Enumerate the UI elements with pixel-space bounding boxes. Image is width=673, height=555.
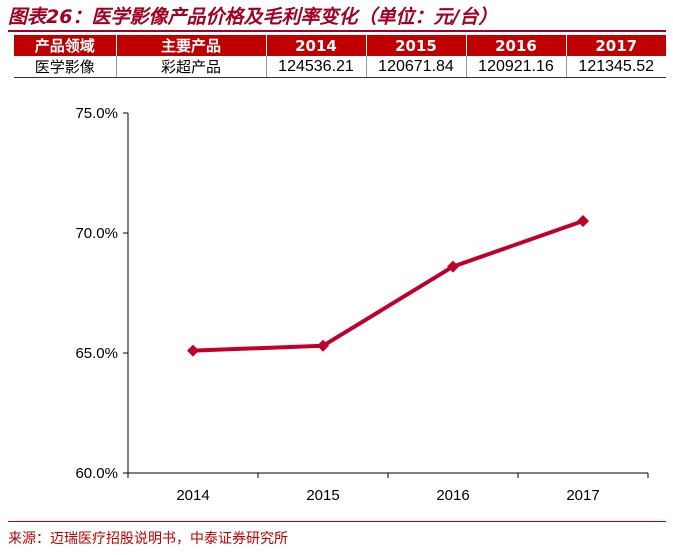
table-header-cell: 2016 xyxy=(466,35,567,56)
table-row: 医学影像 彩超产品 124536.21 120671.84 120921.16 … xyxy=(14,56,666,78)
x-tick-label: 2014 xyxy=(176,487,209,504)
x-tick-label: 2015 xyxy=(306,487,339,504)
x-tick-label: 2017 xyxy=(566,487,599,504)
table-header-cell: 2014 xyxy=(266,35,367,56)
footer-divider xyxy=(8,521,666,522)
y-tick-label: 60.0% xyxy=(75,465,118,482)
table-header-row: 产品领域 主要产品 2014 2015 2016 2017 xyxy=(14,35,666,56)
title-underline xyxy=(8,30,666,32)
x-tick-label: 2016 xyxy=(436,487,469,504)
table-cell: 医学影像 xyxy=(14,56,117,78)
data-point-marker xyxy=(447,260,459,273)
table-cell: 120921.16 xyxy=(466,56,567,78)
margin-line-chart: 60.0% 65.0% 70.0% 75.0% 2014 2015 2016 2017 xyxy=(75,105,649,504)
y-tick-label: 70.0% xyxy=(75,225,118,242)
chart-axes xyxy=(127,113,648,474)
table-header-cell: 2015 xyxy=(366,35,467,56)
table-header-cell: 产品领域 xyxy=(14,35,117,56)
table-header-cell: 2017 xyxy=(566,35,666,56)
series-line xyxy=(192,219,584,353)
table-cell: 121345.52 xyxy=(566,56,666,78)
chart-series xyxy=(187,215,589,357)
figure-title: 图表26：医学影像产品价格及毛利率变化（单位：元/台） xyxy=(8,6,498,28)
data-point-marker xyxy=(577,215,589,227)
data-point-marker xyxy=(187,344,199,357)
table-cell: 124536.21 xyxy=(266,56,367,78)
table-header-cell: 主要产品 xyxy=(116,35,267,56)
table-cell: 彩超产品 xyxy=(116,56,267,78)
y-tick-label: 75.0% xyxy=(75,105,118,122)
chart-ticks: 60.0% 65.0% 70.0% 75.0% 2014 2015 2016 2017 xyxy=(75,105,649,504)
table-cell: 120671.84 xyxy=(366,56,467,78)
data-point-marker xyxy=(317,339,329,352)
y-tick-label: 65.0% xyxy=(75,345,118,362)
source-note: 来源：迈瑞医疗招股说明书，中泰证券研究所 xyxy=(8,531,288,547)
price-table: 产品领域 主要产品 2014 2015 2016 2017 医学影像 彩超产品 … xyxy=(14,35,666,78)
